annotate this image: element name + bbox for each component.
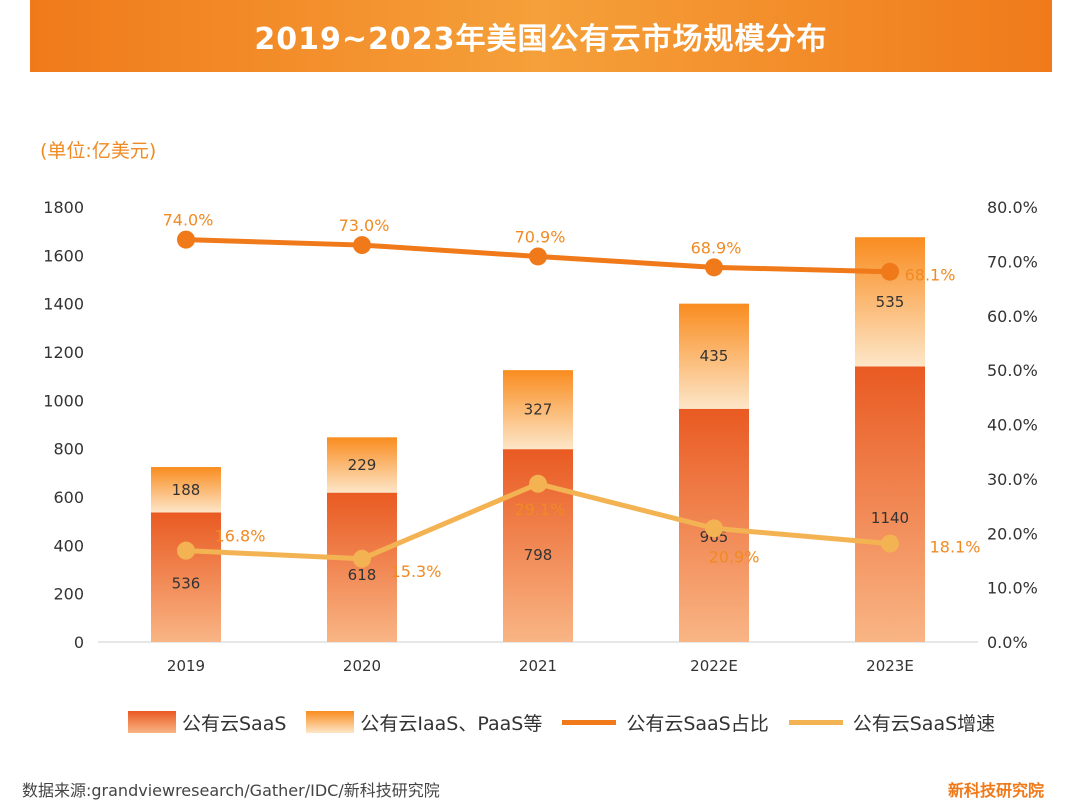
y-tick-label-right: 10.0% — [987, 579, 1038, 598]
line-label-growth: 15.3% — [391, 562, 442, 581]
point-share — [177, 230, 195, 249]
legend-item-growth: 公有云SaaS增速 — [788, 709, 996, 736]
legend-line-share — [562, 719, 617, 725]
line-label-growth: 18.1% — [930, 538, 981, 557]
x-tick-label: 2023E — [866, 657, 914, 675]
bar-label-iaas: 535 — [876, 293, 905, 311]
x-tick-label: 2019 — [167, 657, 205, 675]
line-label-growth: 20.9% — [709, 547, 760, 566]
bar-label-saas: 536 — [172, 575, 201, 593]
bar-iaas — [327, 437, 397, 493]
point-share — [529, 247, 547, 266]
bar-saas — [151, 512, 221, 642]
y-tick-label-right: 50.0% — [987, 361, 1038, 380]
y-tick-label-right: 60.0% — [987, 307, 1038, 326]
point-share — [353, 236, 371, 255]
y-tick-label-right: 30.0% — [987, 470, 1038, 489]
legend-label-saas: 公有云SaaS — [182, 712, 287, 735]
legend-swatch-saas — [128, 711, 176, 733]
point-growth — [177, 541, 195, 560]
legend-swatch-iaas — [306, 711, 355, 733]
y-tick-label-right: 0.0% — [987, 633, 1028, 652]
line-label-share: 74.0% — [163, 211, 214, 230]
chart-canvas: 0 200 400 600 800 1000 1200 1400 1600 1800 0.0% 10.… — [43, 198, 1038, 675]
y-tick-label-right: 80.0% — [987, 198, 1038, 217]
point-growth — [705, 519, 723, 538]
legend-item-share: 公有云SaaS占比 — [562, 709, 769, 736]
y-tick-label-right: 40.0% — [987, 416, 1038, 435]
bar-iaas — [679, 303, 749, 409]
y-tick-label-left: 1800 — [43, 198, 84, 217]
line-label-share: 70.9% — [515, 227, 566, 246]
bar-iaas — [855, 237, 925, 367]
y-tick-label-left: 1000 — [43, 391, 84, 410]
y-tick-label-left: 400 — [53, 536, 84, 555]
y-tick-label-right: 70.0% — [987, 252, 1038, 271]
y-tick-label-right: 20.0% — [987, 524, 1038, 543]
chart-legend: 公有云SaaS 公有云IaaS、PaaS等 公有云SaaS占比 公有云SaaS增… — [128, 708, 1015, 736]
point-growth — [529, 474, 547, 493]
line-label-share: 68.1% — [905, 266, 956, 285]
line-label-share: 68.9% — [691, 238, 742, 257]
y-tick-label-left: 1200 — [43, 343, 84, 362]
y-tick-label-left: 1400 — [43, 295, 84, 314]
bar-label-saas: 798 — [524, 546, 553, 564]
legend-label-share: 公有云SaaS占比 — [626, 712, 769, 735]
data-source: 数据来源:grandviewresearch/Gather/IDC/新科技研究院 — [22, 781, 440, 800]
legend-line-growth — [788, 719, 843, 725]
bar-label-iaas: 327 — [524, 401, 553, 419]
bar-label-saas: 1140 — [871, 509, 909, 527]
legend-label-iaas: 公有云IaaS、PaaS等 — [360, 712, 543, 735]
bar-label-saas: 618 — [348, 566, 377, 584]
bar-label-iaas: 435 — [700, 347, 729, 365]
y-tick-label-left: 600 — [53, 488, 84, 507]
bar-iaas — [151, 467, 221, 513]
x-tick-label: 2020 — [343, 657, 381, 675]
chart-title: 2019~2023年美国公有云市场规模分布 — [254, 22, 828, 57]
x-tick-label: 2022E — [690, 657, 738, 675]
bar-label-iaas: 188 — [172, 481, 201, 499]
y-tick-label-left: 1600 — [43, 246, 84, 265]
title-banner: 2019~2023年美国公有云市场规模分布 — [30, 0, 1052, 72]
line-label-growth: 16.8% — [215, 527, 266, 546]
line-label-growth: 29.1% — [515, 500, 566, 519]
y-tick-label-left: 800 — [53, 440, 84, 459]
y-tick-label-left: 200 — [53, 585, 84, 604]
point-growth — [353, 549, 371, 568]
y-tick-label-left: 0 — [74, 633, 84, 652]
legend-item-saas: 公有云SaaS — [128, 709, 286, 736]
point-growth — [881, 534, 899, 553]
bar-label-iaas: 229 — [348, 456, 377, 474]
point-share — [705, 258, 723, 277]
legend-label-growth: 公有云SaaS增速 — [852, 712, 996, 735]
point-share — [881, 262, 899, 281]
unit-label: (单位:亿美元) — [40, 140, 157, 162]
line-label-share: 73.0% — [339, 216, 390, 235]
bar-saas — [855, 366, 925, 642]
brand-name: 新科技研究院 — [947, 781, 1044, 800]
bar-iaas — [503, 370, 573, 450]
legend-item-iaas: 公有云IaaS、PaaS等 — [306, 709, 542, 736]
x-tick-label: 2021 — [519, 657, 557, 675]
